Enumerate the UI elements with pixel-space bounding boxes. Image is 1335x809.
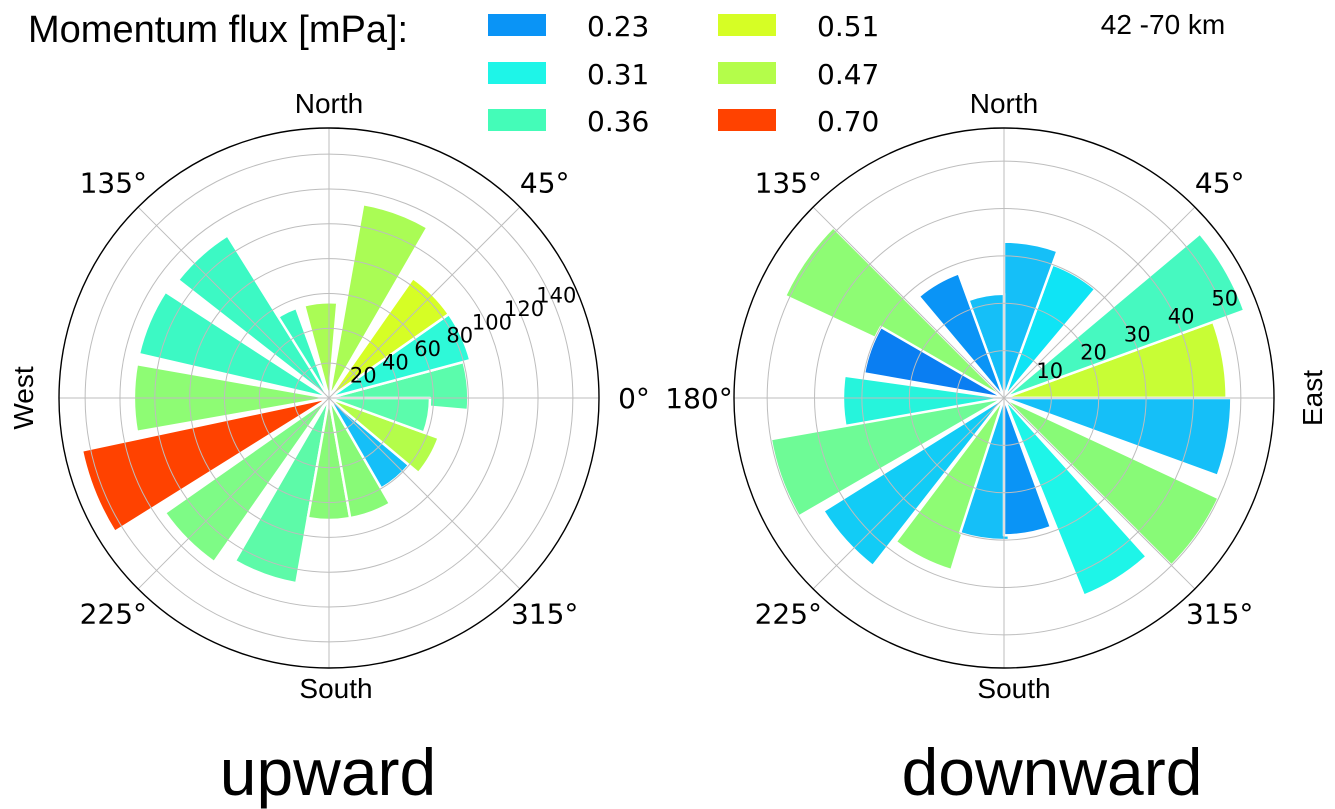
grid-spoke [1003, 206, 1196, 399]
radial-tick-label: 30 [1124, 323, 1151, 347]
polar-bar [233, 396, 331, 585]
legend-swatch [718, 109, 776, 131]
polar-bar [137, 290, 331, 400]
polar-bar [327, 396, 392, 520]
caption-upward: upward [220, 735, 436, 809]
angle-tick-label: 225° [80, 598, 147, 631]
polar-bar [821, 396, 1006, 568]
grid-spoke [1003, 397, 1196, 590]
polar-bar [327, 202, 429, 400]
angle-tick-labels-downward: 45° 135° 180° 225° 315° [665, 166, 1253, 630]
angle-tick-label: 135° [80, 166, 147, 199]
grid-spoke [812, 397, 1005, 590]
radial-tick-label: 140 [536, 284, 576, 308]
grid-spoke [328, 397, 521, 590]
radial-tick-label: 20 [1080, 341, 1107, 365]
angle-tick-label: 0° [618, 382, 650, 415]
east-label-downward: East [1297, 370, 1328, 426]
polar-bar [917, 272, 1006, 400]
west-label-upward: West [8, 366, 39, 429]
south-label-upward: South [299, 673, 372, 704]
caption-downward: downward [902, 735, 1203, 809]
polar-bar [80, 396, 331, 534]
legend-swatch [488, 62, 546, 84]
polar-frame [733, 127, 1275, 669]
grid-spoke [137, 206, 330, 399]
legend-swatch [718, 62, 776, 84]
legend-label: 0.36 [587, 105, 649, 138]
radial-tick-label: 40 [1168, 305, 1195, 329]
angle-tick-label: 45° [1195, 166, 1245, 199]
angle-tick-label: 315° [511, 598, 578, 631]
polar-bar [176, 234, 331, 400]
polar-bar [327, 396, 440, 475]
grid-spoke [328, 206, 521, 399]
grid-spoke [137, 397, 330, 590]
radial-tick-labels-downward: 10 20 30 40 50 [1036, 286, 1238, 383]
grid-downward [733, 127, 1275, 669]
radial-tick-label: 20 [350, 364, 377, 388]
polar-bar [894, 396, 1006, 572]
north-label-downward: North [970, 88, 1038, 119]
legend: 0.23 0.31 0.36 0.51 0.47 0.70 [488, 10, 879, 138]
grid-upward [58, 127, 600, 669]
altitude-range-label: 42 -70 km [1101, 9, 1226, 40]
radial-tick-label: 40 [382, 350, 409, 374]
polar-frame [58, 127, 600, 669]
legend-swatch [488, 109, 546, 131]
north-label-upward: North [295, 88, 363, 119]
polar-chart-downward: 10 20 30 40 50 45° 135° 180° 225° 315° North Sou… [665, 88, 1328, 809]
radial-tick-label: 60 [414, 337, 441, 361]
radial-tick-label: 100 [472, 310, 512, 334]
legend-label: 0.23 [587, 10, 649, 43]
angle-tick-label: 45° [520, 166, 570, 199]
angle-tick-labels-upward: 0° 45° 135° 225° 315° [80, 166, 650, 630]
radial-tick-label: 80 [446, 324, 473, 348]
legend-label: 0.31 [587, 58, 649, 91]
radial-tick-label: 10 [1036, 359, 1063, 383]
grid-spoke [812, 206, 1005, 399]
polar-bar [1002, 232, 1246, 400]
radial-tick-label: 120 [504, 297, 544, 321]
angle-tick-label: 135° [755, 166, 822, 199]
legend-swatch [718, 14, 776, 36]
angle-tick-label: 225° [755, 598, 822, 631]
legend-label: 0.47 [817, 58, 879, 91]
angle-tick-label: 315° [1186, 598, 1253, 631]
legend-label: 0.51 [817, 10, 879, 43]
legend-label: 0.70 [817, 105, 879, 138]
angle-tick-label: 180° [665, 382, 732, 415]
legend-swatch [488, 14, 546, 36]
polar-bar [1002, 396, 1148, 597]
radial-tick-label: 50 [1211, 286, 1238, 310]
south-label-downward: South [977, 673, 1050, 704]
legend-title: Momentum flux [mPa]: [28, 9, 408, 51]
